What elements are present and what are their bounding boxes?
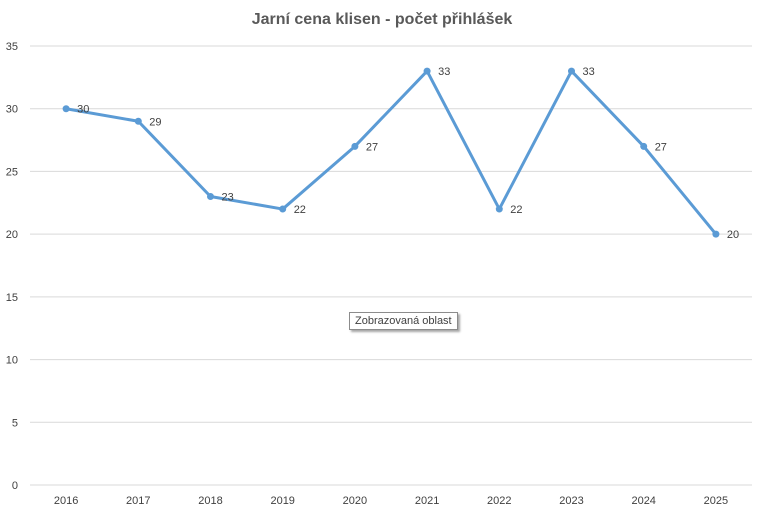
data-point [62,105,70,113]
x-tick-label: 2025 [704,495,728,507]
x-tick-label: 2017 [126,495,150,507]
data-label: 29 [149,116,161,128]
y-tick-label: 15 [6,292,18,304]
y-tick-label: 35 [6,41,18,53]
gridlines [30,45,752,486]
y-axis-tick-labels: 0 5 10 15 20 25 30 35 [6,41,18,492]
data-point [134,117,142,125]
data-point [207,193,214,201]
series-line [64,69,718,236]
series-layer [62,67,720,238]
x-tick-label: 2022 [487,495,511,507]
data-point [495,205,503,213]
data-label: 33 [438,66,450,78]
x-tick-label: 2021 [415,495,439,507]
x-axis-tick-labels: 2016 2017 2018 2019 2020 2021 2022 2023 2024 2025 [54,495,728,507]
data-point [351,142,359,150]
plot-area-tooltip: Zobrazovaná oblast [349,312,458,330]
x-tick-label: 2019 [270,495,294,507]
data-point [423,67,431,75]
data-point [568,67,575,75]
data-point [279,205,287,213]
data-label: 33 [583,66,595,78]
data-labels: 30 29 23 22 27 33 22 33 27 20 [77,66,739,241]
y-tick-label: 30 [6,104,18,116]
data-label: 22 [510,204,522,216]
data-point [640,142,648,150]
chart-title: Jarní cena klisen - počet přihlášek [252,11,513,28]
data-label: 22 [294,204,306,216]
y-tick-label: 0 [12,480,18,492]
data-point [712,230,720,238]
x-tick-label: 2020 [343,495,367,507]
data-label: 27 [655,141,667,153]
data-label: 20 [727,229,739,241]
y-tick-label: 5 [12,417,18,429]
y-tick-label: 25 [6,166,18,178]
x-tick-label: 2016 [54,495,78,507]
x-tick-label: 2018 [198,495,222,507]
y-tick-label: 10 [6,355,18,367]
data-label: 27 [366,141,378,153]
x-tick-label: 2023 [559,495,583,507]
y-tick-label: 20 [6,229,18,241]
data-label: 30 [77,104,89,116]
data-label: 23 [222,192,234,204]
x-tick-label: 2024 [631,495,655,507]
